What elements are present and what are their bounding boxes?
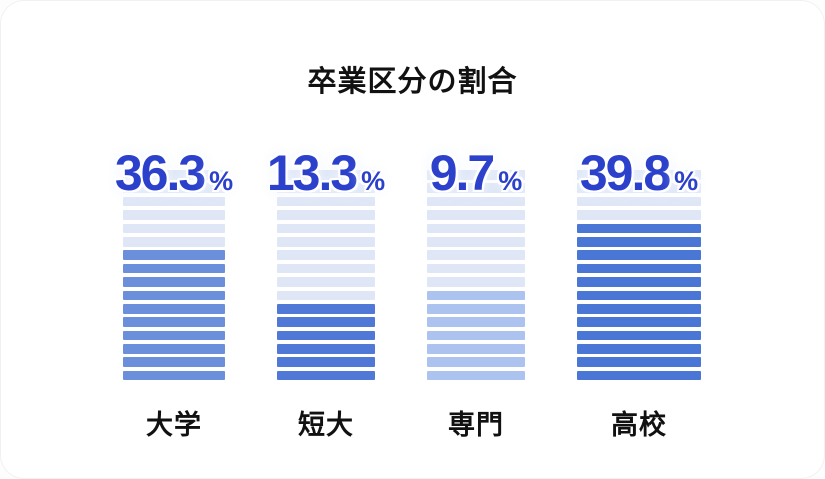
bar-stripe-filled (277, 317, 375, 327)
bar-stripe-filled (123, 370, 225, 381)
bar-stripe-filled (427, 303, 525, 314)
bar-stripe-light (277, 183, 375, 193)
striped-bar (577, 170, 701, 381)
bar-stripe-light (277, 170, 375, 180)
bar-stripe-filled (577, 330, 701, 341)
bar-stripe-filled (277, 370, 375, 381)
bar-stripe-filled (577, 223, 701, 234)
bar-stripe-light (123, 196, 225, 207)
bar-column-3: 9.7% 専門 (427, 148, 525, 442)
bar-stripe-light (577, 183, 701, 193)
bar-stripe-filled (123, 303, 225, 314)
bar-stripe-light (277, 277, 375, 287)
striped-bar-chart: 36.3% 大学 13.3% 短大 9.7% 専門 39.8% 高校 (0, 148, 825, 442)
bar-value-unit: % (361, 166, 386, 196)
bar-category-label: 専門 (448, 410, 504, 441)
bar-stripe-filled (123, 317, 225, 327)
bar-stripe-light (577, 170, 701, 180)
bar-stripe-filled (277, 330, 375, 341)
bar-category-label: 大学 (146, 410, 202, 441)
bar-stripe-light (123, 170, 225, 180)
striped-bar (427, 170, 525, 381)
bar-stripe-filled (577, 317, 701, 327)
striped-bar (277, 170, 375, 381)
bar-value-unit: % (498, 166, 523, 196)
bar-stripe-filled (577, 263, 701, 274)
bar-stripe-light (427, 236, 525, 247)
bar-stripe-light (427, 170, 525, 180)
bar-stripe-filled (277, 303, 375, 314)
bar-stripe-light (427, 183, 525, 193)
bar-stripe-filled (123, 330, 225, 341)
bar-column-2: 13.3% 短大 (267, 148, 385, 442)
bar-stripe-light (427, 223, 525, 234)
bar-value-number: 36.3 (114, 145, 206, 201)
bar-stripe-light (277, 236, 375, 247)
bar-value-unit: % (674, 166, 699, 196)
bar-stripe-light (427, 210, 525, 220)
bar-value-unit: % (209, 166, 234, 196)
bar-stripe-filled (427, 317, 525, 327)
bar-value-label: 39.8% (577, 148, 701, 198)
bar-value-label: 36.3% (115, 148, 233, 198)
bar-stripe-filled (577, 357, 701, 368)
bar-stripe-filled (577, 250, 701, 260)
bar-value-label: 13.3% (267, 148, 385, 198)
bar-stripe-light (427, 263, 525, 274)
bar-stripe-light (277, 223, 375, 234)
bar-stripe-filled (577, 277, 701, 287)
bar-stripe-filled (577, 370, 701, 381)
bar-value-label: 9.7% (427, 148, 525, 198)
bar-stripe-light (277, 250, 375, 260)
bar-stripe-light (277, 210, 375, 220)
bar-stripe-filled (427, 357, 525, 368)
bar-stripe-filled (123, 290, 225, 301)
striped-bar (123, 170, 225, 381)
bar-stripe-filled (123, 344, 225, 354)
bar-stripe-light (577, 210, 701, 220)
bar-stripe-filled (427, 370, 525, 381)
bar-stripe-filled (577, 290, 701, 301)
bar-value-number: 13.3 (266, 145, 358, 201)
bar-stripe-filled (123, 250, 225, 260)
chart-title: 卒業区分の割合 (307, 66, 518, 98)
bar-stripe-light (277, 196, 375, 207)
bar-stripe-filled (577, 236, 701, 247)
bar-stripe-filled (427, 330, 525, 341)
bar-column-4: 39.8% 高校 (577, 148, 701, 442)
bar-column-1: 36.3% 大学 (115, 148, 233, 442)
bar-stripe-light (123, 183, 225, 193)
bar-stripe-filled (427, 290, 525, 301)
bar-category-label: 短大 (298, 410, 354, 441)
bar-stripe-light (123, 210, 225, 220)
bar-value-number: 39.8 (579, 145, 671, 201)
bar-stripe-light (577, 196, 701, 207)
bar-stripe-filled (577, 303, 701, 314)
bar-stripe-light (427, 250, 525, 260)
bar-stripe-filled (277, 357, 375, 368)
bar-stripe-light (277, 263, 375, 274)
bar-stripe-light (277, 290, 375, 301)
bar-stripe-filled (123, 357, 225, 368)
bar-stripe-filled (577, 344, 701, 354)
bar-stripe-light (427, 277, 525, 287)
bar-stripe-light (427, 196, 525, 207)
bar-stripe-filled (427, 344, 525, 354)
bar-stripe-filled (123, 263, 225, 274)
bar-stripe-light (123, 223, 225, 234)
bar-category-label: 高校 (611, 410, 667, 441)
bar-stripe-filled (123, 277, 225, 287)
bar-stripe-filled (277, 344, 375, 354)
bar-value-number: 9.7 (429, 145, 496, 201)
bar-stripe-light (123, 236, 225, 247)
